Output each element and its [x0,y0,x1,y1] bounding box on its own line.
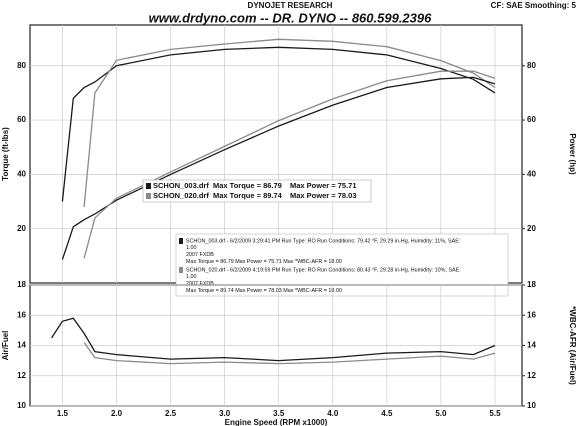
run-info-line: 1.00 [186,274,197,280]
y2-axis-label: Power (hp) [568,133,577,175]
x-tick-label: 5.5 [489,409,501,418]
data-line [51,317,496,362]
y2-tick-label: 20 [527,224,536,233]
run-info-line: Max Torque = 89.74 Max Power = 78.03 Max… [186,288,342,294]
legend-swatch [146,193,151,199]
x-tick-label: 2.0 [111,409,123,418]
y-tick-label: 60 [17,115,26,124]
legend-box [142,179,372,203]
y-tick-label: 14 [17,341,26,350]
y2-tick-label: 10 [527,401,536,410]
data-line [83,342,496,365]
y2-axis-label: *WBC-AFR (Air/Fuel) [568,306,577,385]
legend-file: SCHON_003.drf [153,181,209,190]
run-swatch [179,238,183,244]
legend-power: Max Power = 78.03 [290,191,357,200]
y-tick-label: 18 [17,280,26,289]
run-info-line: Max Torque = 86.79 Max Power = 75.71 Max… [186,259,342,265]
y-tick-label: 12 [17,371,26,380]
run-info-line: SCHON_020.drf - 6/2/2009 4:19:59 PM Run … [186,267,461,273]
y2-tick-label: 80 [527,61,536,70]
data-line [83,38,496,208]
company: DYNOJET RESEARCH [248,1,333,10]
run-info-line: SCHON_003.drf - 6/2/2009 3:29:41 PM Run … [186,238,460,244]
y-tick-label: 40 [17,169,26,178]
y2-tick-label: 18 [527,280,536,289]
y-tick-label: 20 [17,224,26,233]
y-tick-label: 10 [17,401,26,410]
website: www.drdyno.com -- DR. DYNO -- 860.599.23… [149,10,432,25]
y-axis-label: Torque (ft-lbs) [1,127,10,181]
run-info-line: 1.00 [186,245,197,251]
run-info-line: 2007 FXDB [186,252,214,258]
y-tick-label: 80 [17,61,26,70]
run-info-box [175,233,509,297]
legend-power: Max Power = 75.71 [290,181,357,190]
x-axis-label: Engine Speed (RPM x1000) [225,418,328,426]
x-tick-label: 2.5 [165,409,177,418]
x-tick-label: 1.5 [57,409,69,418]
data-line [61,76,496,260]
y2-tick-label: 16 [527,310,536,319]
x-tick-label: 4.0 [327,409,339,418]
y2-tick-label: 40 [527,169,536,178]
y-tick-label: 16 [17,310,26,319]
settings: CF: SAE Smoothing: 5 [491,1,577,10]
data-line [83,70,496,259]
y-axis-label: Air/Fuel [1,331,10,361]
x-tick-label: 3.0 [219,409,231,418]
legend-file: SCHON_020.drf [153,191,209,200]
x-tick-label: 4.5 [381,409,393,418]
data-line [61,46,496,202]
y2-tick-label: 12 [527,371,536,380]
legend-torque: Max Torque = 89.74 [213,191,283,200]
run-swatch [179,267,183,273]
run-info-line: 2007 FXDB [186,281,214,287]
legend-torque: Max Torque = 86.79 [213,181,282,190]
x-tick-label: 3.5 [273,409,285,418]
y2-tick-label: 14 [527,341,536,350]
legend-swatch [146,183,151,189]
x-tick-label: 5.0 [435,409,447,418]
y2-tick-label: 60 [527,115,536,124]
